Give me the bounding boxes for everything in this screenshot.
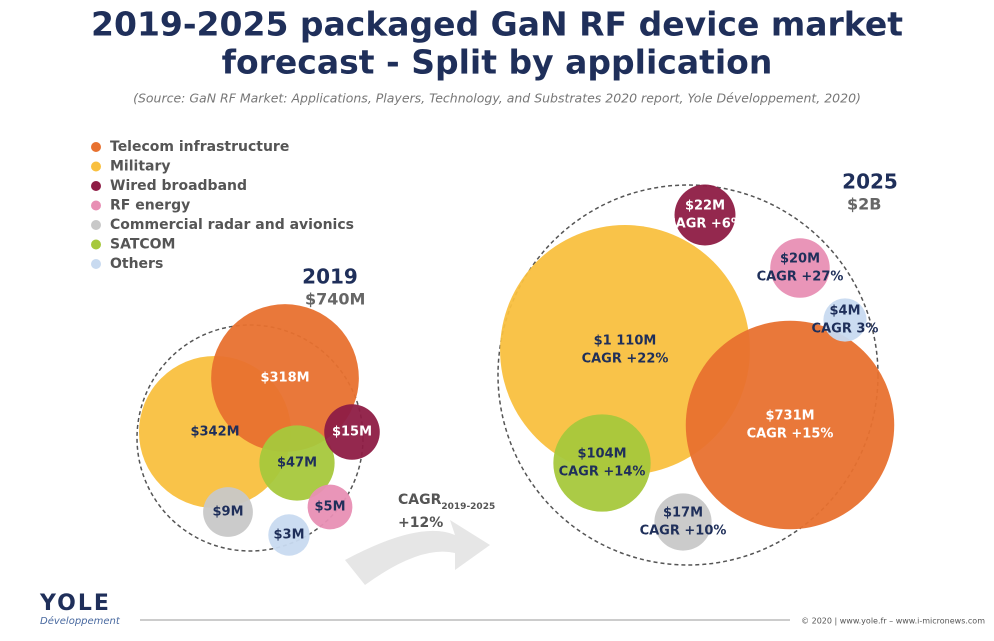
bubble: [553, 414, 651, 512]
bubble-label: $104M: [577, 447, 626, 462]
logo: YOLE: [39, 591, 111, 616]
bubble-label: $22M: [685, 199, 725, 214]
group-year: 2025: [842, 170, 898, 194]
bubble: [654, 493, 712, 551]
bubble: [211, 304, 359, 452]
chart-title: forecast - Split by application: [222, 43, 773, 82]
group-total: $740M: [305, 290, 365, 309]
bubble-label: $318M: [260, 371, 309, 386]
legend-label: Wired broadband: [110, 178, 247, 194]
legend-label: RF energy: [110, 198, 190, 214]
bubble: [685, 320, 895, 530]
bubble-cagr: CAGR +22%: [582, 352, 669, 367]
legend-label: SATCOM: [110, 237, 176, 253]
bubble: [770, 238, 830, 298]
copyright: © 2020 | www.yole.fr – www.i-micronews.c…: [801, 617, 985, 626]
chart-subtitle: (Source: GaN RF Market: Applications, Pl…: [133, 91, 861, 106]
bubble-label: $3M: [273, 528, 304, 543]
cagr-value: +12%: [398, 515, 443, 531]
legend-label: Others: [110, 256, 163, 272]
bubble: [259, 425, 335, 501]
chart-title: 2019-2025 packaged GaN RF device market: [91, 5, 903, 44]
bubble-label: $9M: [212, 505, 243, 520]
legend-swatch: [91, 142, 101, 152]
bubble: [203, 487, 253, 537]
bubble-label: $4M: [829, 304, 860, 319]
legend-swatch: [91, 200, 101, 211]
bubble-cagr: CAGR +10%: [640, 524, 727, 539]
bubble-cagr: CAGR +6%: [666, 217, 744, 232]
cagr-text: CAGR: [398, 492, 442, 508]
bubble-cagr: CAGR +27%: [757, 270, 844, 285]
group-year: 2019: [302, 265, 358, 289]
bubble-label: $15M: [332, 425, 372, 440]
bubble-label: $5M: [314, 500, 345, 515]
legend-swatch: [91, 259, 101, 269]
group-total: $2B: [847, 195, 881, 214]
bubble-cagr: CAGR +15%: [747, 427, 834, 442]
bubble-label: $731M: [765, 409, 814, 424]
bubble: [268, 514, 310, 556]
legend-label: Telecom infrastructure: [110, 139, 289, 155]
legend-swatch: [91, 220, 101, 230]
bubble: [674, 184, 736, 246]
bubble: [324, 404, 380, 460]
cagr-period: 2019-2025: [441, 502, 495, 512]
bubble-cagr: CAGR +14%: [559, 465, 646, 480]
bubble-label: $1 110M: [594, 334, 657, 349]
bubble-label: $17M: [663, 506, 703, 521]
legend-swatch: [91, 239, 101, 250]
bubble: [307, 484, 353, 530]
legend-label: Military: [110, 159, 171, 175]
logo-sub: Développement: [40, 615, 121, 627]
legend-swatch: [91, 181, 101, 191]
growth-arrow: [345, 520, 490, 585]
bubble-cagr: CAGR 3%: [812, 322, 879, 337]
bubble-label: $20M: [780, 252, 820, 267]
legend-swatch: [91, 161, 101, 172]
legend-label: Commercial radar and avionics: [110, 217, 354, 233]
bubble-label: $342M: [190, 425, 239, 440]
bubble: [823, 298, 867, 342]
cagr-label: CAGR2019-2025: [398, 492, 495, 512]
bubble-label: $47M: [277, 456, 317, 471]
